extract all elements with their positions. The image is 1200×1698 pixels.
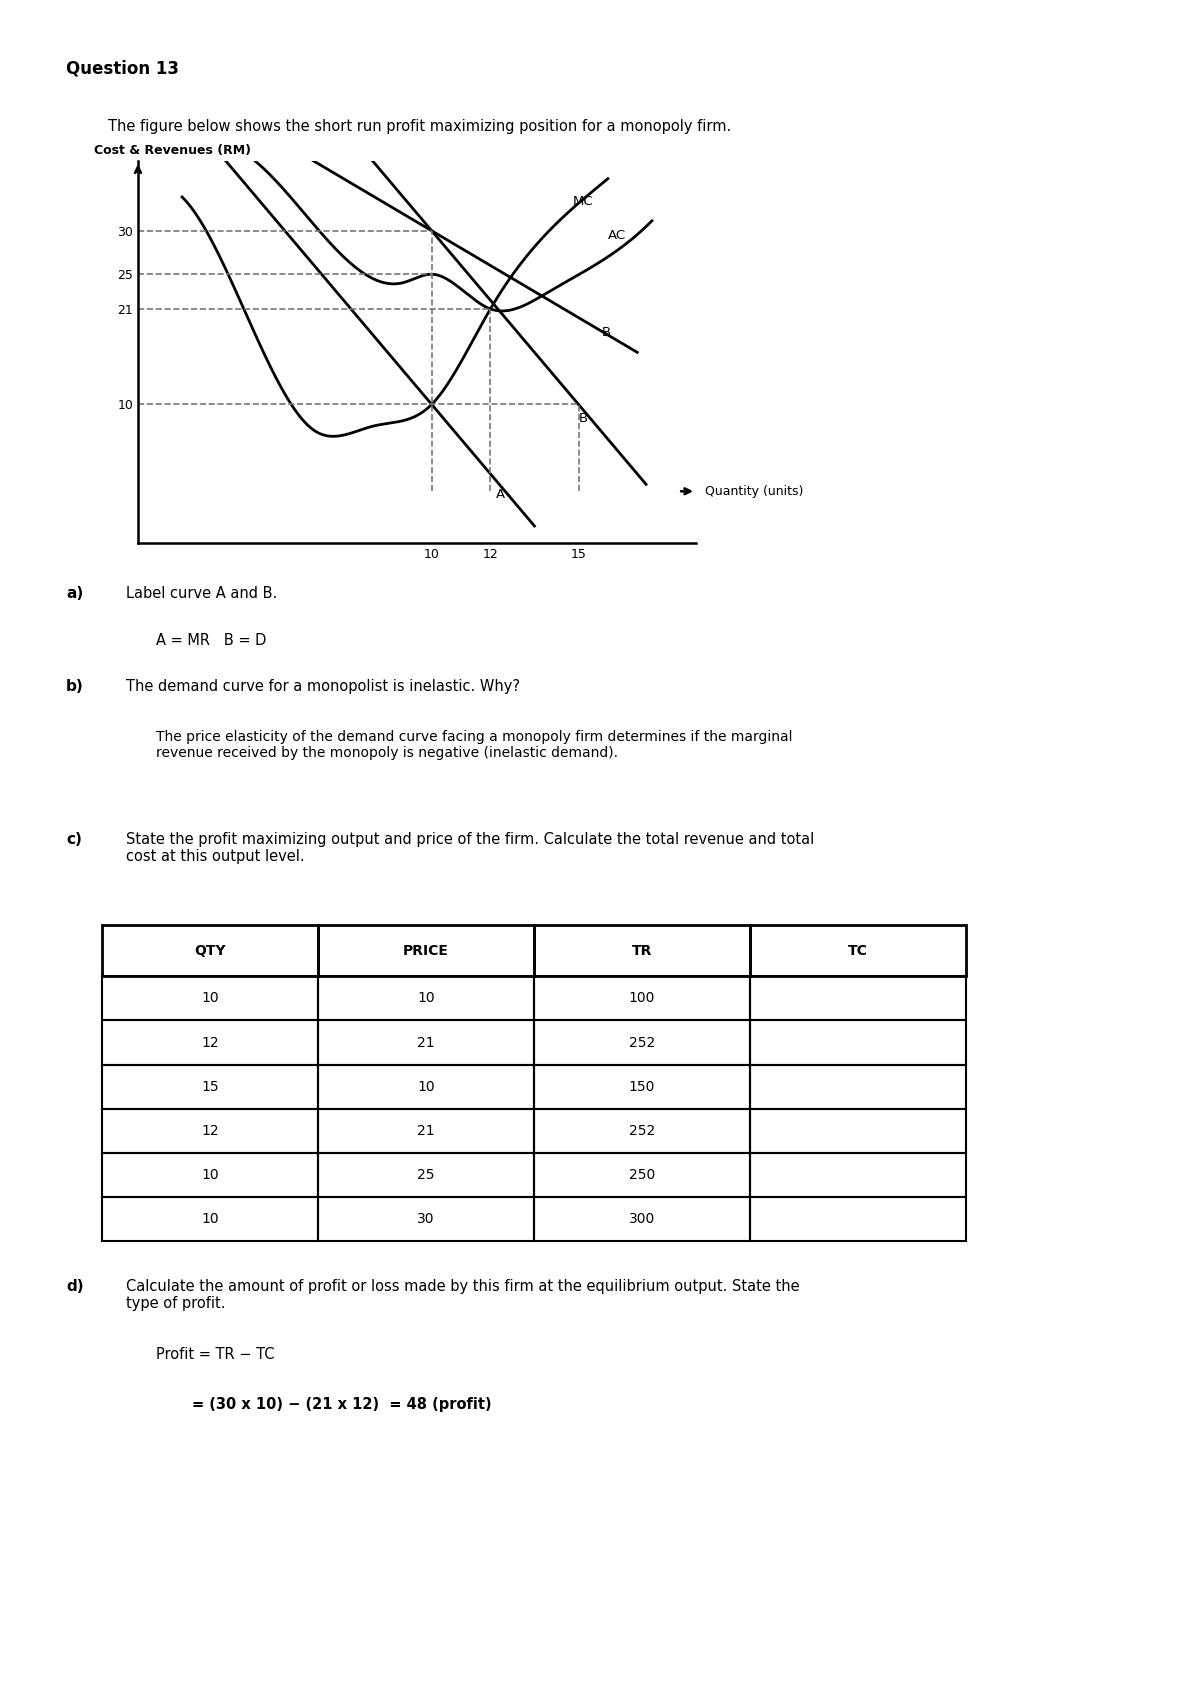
Bar — [102, 1020, 318, 1065]
Bar — [102, 1197, 318, 1241]
Text: 12: 12 — [202, 1036, 218, 1049]
Text: a): a) — [66, 586, 83, 601]
Text: The demand curve for a monopolist is inelastic. Why?: The demand curve for a monopolist is ine… — [126, 679, 520, 694]
Bar — [534, 925, 750, 976]
Bar — [750, 1020, 966, 1065]
Text: 10: 10 — [202, 992, 218, 1005]
Text: 252: 252 — [629, 1124, 655, 1138]
Bar — [750, 1065, 966, 1109]
Text: 21: 21 — [418, 1124, 434, 1138]
Text: 300: 300 — [629, 1212, 655, 1226]
Bar — [534, 1020, 750, 1065]
Bar — [534, 976, 750, 1020]
Text: Label curve A and B.: Label curve A and B. — [126, 586, 277, 601]
Text: Question 13: Question 13 — [66, 59, 179, 78]
Text: The figure below shows the short run profit maximizing position for a monopoly f: The figure below shows the short run pro… — [108, 119, 731, 134]
Text: b): b) — [66, 679, 84, 694]
Bar — [750, 1153, 966, 1197]
Text: QTY: QTY — [194, 944, 226, 958]
Text: 150: 150 — [629, 1080, 655, 1094]
Text: Quantity (units): Quantity (units) — [704, 484, 803, 498]
Text: PRICE: PRICE — [403, 944, 449, 958]
Bar — [102, 925, 318, 976]
Text: A = MR   B = D: A = MR B = D — [156, 633, 266, 649]
Bar — [534, 1109, 750, 1153]
Text: = (30 x 10) − (21 x 12)  = 48 (profit): = (30 x 10) − (21 x 12) = 48 (profit) — [192, 1397, 492, 1413]
Text: 100: 100 — [629, 992, 655, 1005]
Text: 252: 252 — [629, 1036, 655, 1049]
Bar — [318, 1153, 534, 1197]
Text: d): d) — [66, 1279, 84, 1294]
Text: TR: TR — [632, 944, 652, 958]
Bar — [750, 1197, 966, 1241]
Text: TC: TC — [848, 944, 868, 958]
Bar — [534, 1153, 750, 1197]
Text: MC: MC — [572, 195, 593, 207]
Text: 15: 15 — [202, 1080, 218, 1094]
Text: 10: 10 — [418, 1080, 434, 1094]
Bar — [102, 1109, 318, 1153]
Text: 25: 25 — [418, 1168, 434, 1182]
Text: The price elasticity of the demand curve facing a monopoly firm determines if th: The price elasticity of the demand curve… — [156, 730, 792, 761]
Text: c): c) — [66, 832, 82, 847]
Bar — [318, 1020, 534, 1065]
Bar — [318, 925, 534, 976]
Text: B: B — [602, 326, 611, 340]
Text: 250: 250 — [629, 1168, 655, 1182]
Bar — [534, 1197, 750, 1241]
Bar — [318, 1197, 534, 1241]
Text: A: A — [497, 489, 505, 501]
Text: 10: 10 — [202, 1168, 218, 1182]
Text: 12: 12 — [202, 1124, 218, 1138]
Bar — [102, 976, 318, 1020]
Text: 30: 30 — [418, 1212, 434, 1226]
Bar — [534, 1065, 750, 1109]
Bar — [102, 1065, 318, 1109]
Bar — [750, 976, 966, 1020]
Bar — [750, 1109, 966, 1153]
Text: State the profit maximizing output and price of the firm. Calculate the total re: State the profit maximizing output and p… — [126, 832, 815, 864]
Text: Cost & Revenues (RM): Cost & Revenues (RM) — [94, 144, 251, 156]
Text: 21: 21 — [418, 1036, 434, 1049]
Text: Profit = TR − TC: Profit = TR − TC — [156, 1347, 275, 1362]
Bar — [318, 1109, 534, 1153]
Bar — [318, 976, 534, 1020]
Bar — [318, 1065, 534, 1109]
Text: AC: AC — [608, 229, 626, 243]
Text: 10: 10 — [418, 992, 434, 1005]
Text: 10: 10 — [202, 1212, 218, 1226]
Bar — [750, 925, 966, 976]
Text: B: B — [578, 413, 588, 424]
Bar — [102, 1153, 318, 1197]
Text: Calculate the amount of profit or loss made by this firm at the equilibrium outp: Calculate the amount of profit or loss m… — [126, 1279, 799, 1311]
